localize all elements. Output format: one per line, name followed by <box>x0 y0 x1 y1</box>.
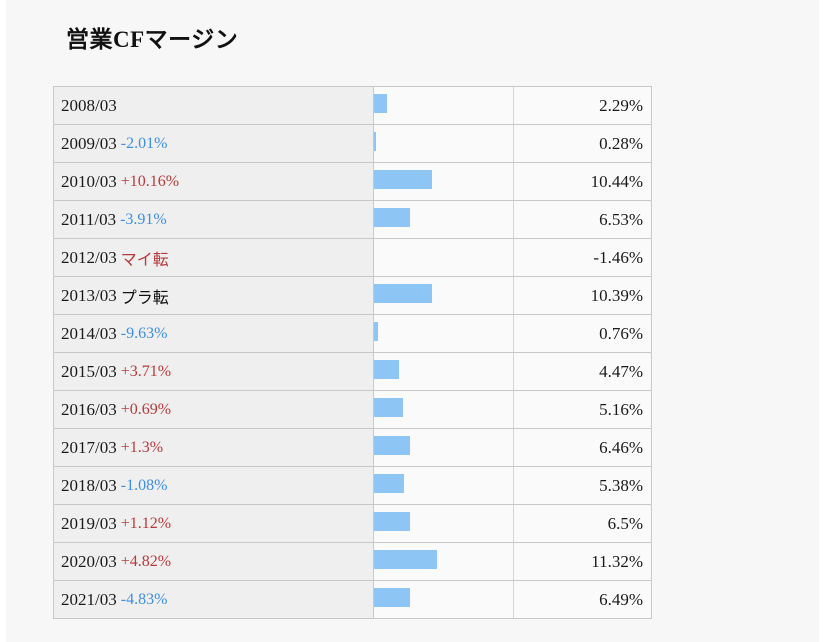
change-label: -4.83% <box>120 590 168 608</box>
value-label: 6.46% <box>514 429 652 466</box>
table-row: 2012/03 マイ転 -1.46% <box>54 239 652 277</box>
value-label: 6.49% <box>514 581 652 618</box>
value-label: 11.32% <box>514 543 652 580</box>
table-row: 2016/03 +0.69% 5.16% <box>54 391 652 429</box>
table-row: 2008/03 2.29% <box>54 87 652 125</box>
year-cell: 2020/03 +4.82% <box>54 543 374 580</box>
year-label: 2013/03 <box>61 285 117 305</box>
table-row: 2011/03 -3.91% 6.53% <box>54 201 652 239</box>
bar-cell <box>374 353 514 390</box>
year-label: 2011/03 <box>61 209 117 229</box>
year-cell: 2013/03 プラ転 <box>54 277 374 314</box>
bar-cell <box>374 467 514 504</box>
year-cell: 2018/03 -1.08% <box>54 467 374 504</box>
chart-card: 営業CFマージン 2008/03 2.29% 2009/03 -2.01% 0.28% 2… <box>6 0 819 642</box>
year-label: 2016/03 <box>61 399 117 419</box>
year-cell: 2008/03 <box>54 87 374 124</box>
year-label: 2014/03 <box>61 323 117 343</box>
bar-cell <box>374 315 514 352</box>
value-label: 5.38% <box>514 467 652 504</box>
year-label: 2017/03 <box>61 437 117 457</box>
table-row: 2021/03 -4.83% 6.49% <box>54 581 652 619</box>
bar-cell <box>374 163 514 200</box>
bar-cell <box>374 543 514 580</box>
margin-bar <box>374 132 376 151</box>
margin-bar <box>374 550 437 569</box>
year-cell: 2014/03 -9.63% <box>54 315 374 352</box>
change-label: -1.08% <box>120 476 168 494</box>
change-label: -2.01% <box>120 134 168 152</box>
margin-bar <box>374 360 399 379</box>
table-row: 2015/03 +3.71% 4.47% <box>54 353 652 391</box>
bar-cell <box>374 125 514 162</box>
bar-cell <box>374 391 514 428</box>
year-cell: 2017/03 +1.3% <box>54 429 374 466</box>
change-label: +0.69% <box>120 400 172 418</box>
table-row: 2009/03 -2.01% 0.28% <box>54 125 652 163</box>
year-cell: 2021/03 -4.83% <box>54 581 374 618</box>
table-row: 2014/03 -9.63% 0.76% <box>54 315 652 353</box>
margin-bar <box>374 474 404 493</box>
bar-cell <box>374 201 514 238</box>
chart-title: 営業CFマージン <box>66 27 239 52</box>
margin-bar <box>374 284 432 303</box>
value-label: 4.47% <box>514 353 652 390</box>
year-label: 2009/03 <box>61 133 117 153</box>
table-row: 2020/03 +4.82% 11.32% <box>54 543 652 581</box>
year-cell: 2009/03 -2.01% <box>54 125 374 162</box>
change-label: +1.3% <box>120 438 164 456</box>
bar-cell <box>374 239 514 276</box>
value-label: 6.53% <box>514 201 652 238</box>
table-row: 2010/03 +10.16% 10.44% <box>54 163 652 201</box>
year-cell: 2010/03 +10.16% <box>54 163 374 200</box>
year-cell: 2012/03 マイ転 <box>54 239 374 276</box>
change-label: +10.16% <box>120 172 180 190</box>
table-row: 2019/03 +1.12% 6.5% <box>54 505 652 543</box>
table-row: 2018/03 -1.08% 5.38% <box>54 467 652 505</box>
margin-bar <box>374 398 403 417</box>
value-label: 6.5% <box>514 505 652 542</box>
margin-bar <box>374 322 378 341</box>
table-row: 2017/03 +1.3% 6.46% <box>54 429 652 467</box>
bar-cell <box>374 505 514 542</box>
year-label: 2019/03 <box>61 513 117 533</box>
margin-bar <box>374 208 410 227</box>
bar-cell <box>374 581 514 618</box>
value-label: 0.76% <box>514 315 652 352</box>
margin-table: 2008/03 2.29% 2009/03 -2.01% 0.28% 2010/03 +10… <box>53 86 652 619</box>
bar-cell <box>374 429 514 466</box>
margin-bar <box>374 588 410 607</box>
change-label: +4.82% <box>120 552 172 570</box>
year-label: 2015/03 <box>61 361 117 381</box>
value-label: 10.44% <box>514 163 652 200</box>
bar-cell <box>374 277 514 314</box>
value-label: -1.46% <box>514 239 652 276</box>
change-label: マイ転 <box>120 251 169 269</box>
year-label: 2008/03 <box>61 95 117 115</box>
value-label: 5.16% <box>514 391 652 428</box>
change-label: -9.63% <box>120 324 168 342</box>
margin-bar <box>374 512 410 531</box>
margin-bar <box>374 94 387 113</box>
bar-cell <box>374 87 514 124</box>
change-label: +3.71% <box>120 362 172 380</box>
year-label: 2020/03 <box>61 551 117 571</box>
table-row: 2013/03 プラ転 10.39% <box>54 277 652 315</box>
year-label: 2010/03 <box>61 171 117 191</box>
year-cell: 2019/03 +1.12% <box>54 505 374 542</box>
margin-bar <box>374 170 432 189</box>
change-label: プラ転 <box>120 289 169 307</box>
year-label: 2021/03 <box>61 589 117 609</box>
margin-bar <box>374 436 410 455</box>
value-label: 2.29% <box>514 87 652 124</box>
year-label: 2012/03 <box>61 247 117 267</box>
value-label: 0.28% <box>514 125 652 162</box>
change-label: +1.12% <box>120 514 172 532</box>
year-label: 2018/03 <box>61 475 117 495</box>
value-label: 10.39% <box>514 277 652 314</box>
year-cell: 2011/03 -3.91% <box>54 201 374 238</box>
year-cell: 2016/03 +0.69% <box>54 391 374 428</box>
year-cell: 2015/03 +3.71% <box>54 353 374 390</box>
change-label: -3.91% <box>120 210 167 228</box>
